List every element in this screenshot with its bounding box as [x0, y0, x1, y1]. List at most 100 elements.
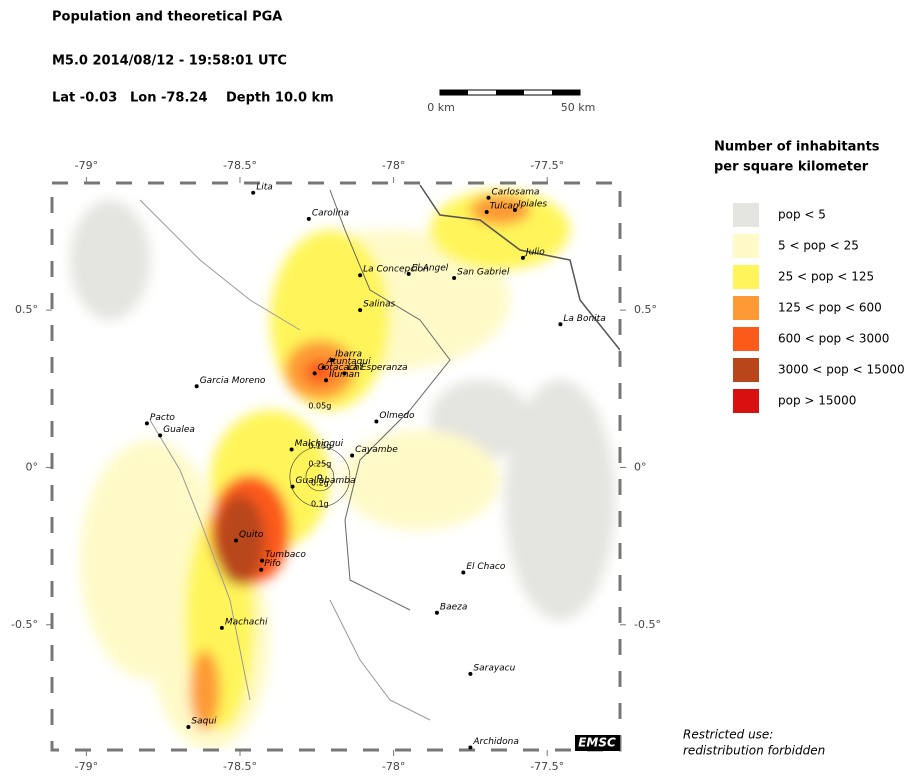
pga-label: 0.1g	[311, 499, 329, 508]
pga-label: 0.25g	[308, 459, 331, 468]
scale-bar: 0 km 50 km	[427, 89, 595, 114]
legend-label: 600 < pop < 3000	[778, 332, 889, 346]
city-dot	[512, 208, 517, 213]
city-label: Baeza	[440, 602, 467, 612]
city-dot	[289, 447, 294, 452]
legend-swatch	[733, 327, 759, 351]
x-tick-label: -77.5°	[530, 159, 564, 172]
pga-contour	[289, 446, 351, 508]
legend-title: Number of inhabitants	[714, 140, 880, 155]
city-label: Salinas	[363, 300, 395, 310]
y-tick-label: 0.5°	[634, 303, 657, 316]
city-label: Carlosama	[492, 187, 540, 197]
legend: Number of inhabitants per square kilomet…	[714, 140, 905, 413]
city-dot	[144, 421, 149, 426]
note: Restricted use:	[683, 728, 773, 742]
y-tick-label: -0.5°	[11, 618, 38, 631]
city-label: Machachi	[225, 617, 268, 627]
city-dot	[468, 671, 473, 676]
y-tick-label: 0°	[634, 460, 647, 473]
city-dot	[158, 433, 163, 438]
depth: Depth 10.0 km	[226, 91, 334, 106]
legend-swatch	[733, 389, 759, 413]
y-tick-label: 0.5°	[15, 303, 38, 316]
city-label: Saqui	[191, 717, 217, 727]
city-dot	[520, 255, 525, 260]
city-dot	[312, 371, 317, 376]
scale-start: 0 km	[427, 101, 455, 114]
legend-label: pop < 5	[778, 208, 826, 222]
y-tick-label: -0.5°	[634, 618, 661, 631]
x-tick-label: -79°	[75, 760, 98, 773]
city-dot	[342, 371, 347, 376]
note: redistribution forbidden	[683, 744, 825, 758]
city-dot	[358, 308, 363, 313]
latitude: Lat -0.03	[52, 91, 117, 106]
legend-label: 3000 < pop < 15000	[778, 363, 905, 377]
epicenter	[317, 474, 323, 480]
x-tick-label: -78°	[382, 159, 405, 172]
city-dot	[406, 271, 411, 276]
city-label: La Esperanza	[347, 363, 407, 373]
city-label: La Bonita	[563, 314, 605, 324]
city-label: Julio	[524, 247, 545, 257]
city-dot	[434, 610, 439, 615]
x-tick-label: -78.5°	[223, 159, 257, 172]
legend-swatch	[733, 234, 759, 258]
city-label: Lita	[256, 182, 273, 192]
city-label: Garcia Moreno	[200, 376, 266, 386]
x-tick-label: -77.5°	[530, 760, 564, 773]
city-label: Malchingui	[295, 439, 344, 449]
longitude: Lon -78.24	[130, 91, 208, 106]
city-label: Olmedo	[379, 411, 415, 421]
city-dot	[306, 216, 311, 221]
population-raster	[52, 183, 620, 750]
city-label: Ibarra	[335, 350, 362, 360]
city-dot	[260, 558, 265, 563]
city-dot	[468, 745, 473, 750]
legend-label: 5 < pop < 25	[778, 239, 859, 253]
city-label: Iluman	[329, 370, 360, 380]
city-label: Archidona	[472, 737, 518, 747]
city-label: Cotacachi	[318, 363, 363, 373]
city-label: Ipiales	[518, 200, 547, 210]
city-label: Guallabamba	[296, 476, 356, 486]
city-dot	[358, 273, 363, 278]
city-dot	[350, 453, 355, 458]
legend-label: 25 < pop < 125	[778, 270, 874, 284]
city-label: Tulcan	[490, 201, 519, 211]
x-tick-label: -78°	[382, 760, 405, 773]
city-label: La Concepcion	[363, 265, 429, 275]
city-dot	[219, 625, 224, 630]
city-dot	[374, 419, 379, 424]
city-dot	[259, 567, 264, 572]
legend-swatch	[733, 265, 759, 289]
city-dot	[194, 384, 199, 389]
city-label: El Angel	[412, 263, 449, 273]
city-label: El Chaco	[466, 562, 505, 572]
title: Population and theoretical PGA	[52, 10, 282, 25]
city-label: Atuntaqui	[326, 357, 372, 367]
legend-swatch	[733, 358, 759, 382]
city-dot	[558, 322, 563, 327]
city-dot	[330, 358, 335, 363]
legend-label: pop > 15000	[778, 394, 856, 408]
city-label: Pacto	[150, 413, 175, 423]
pga-contour	[305, 462, 335, 492]
event: M5.0 2014/08/12 - 19:58:01 UTC	[52, 54, 287, 69]
logo: EMSC	[578, 736, 616, 750]
city-label: Cayambe	[355, 445, 398, 455]
city-dot	[186, 725, 191, 730]
map-frame	[50, 181, 622, 752]
city-label: Gualea	[163, 425, 195, 435]
city-dot	[452, 276, 457, 281]
city-label: Quito	[239, 530, 264, 540]
legend-title: per square kilometer	[714, 160, 869, 175]
city-dot	[461, 570, 466, 575]
x-tick-label: -79°	[75, 159, 98, 172]
city-dot	[321, 365, 326, 370]
city-label: Tumbaco	[265, 550, 306, 560]
city-label: Sarayacu	[473, 663, 515, 673]
map-layer: -79° -79° -78.5° -78.5° -78° -78° -77.5° -77.5°…	[11, 159, 661, 773]
